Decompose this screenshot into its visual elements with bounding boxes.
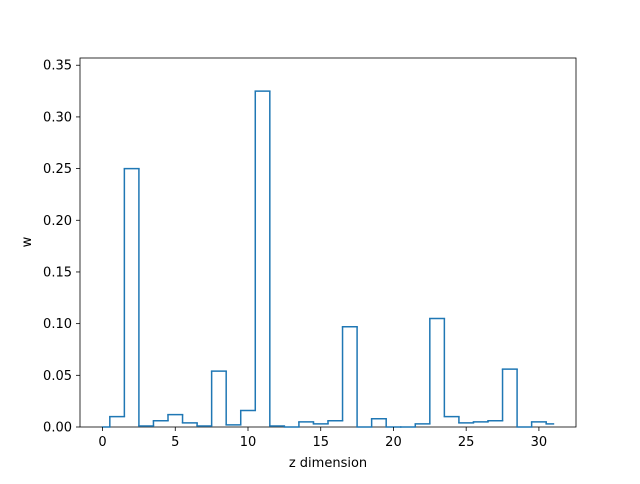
x-tick-label: 30 [531, 435, 548, 450]
y-tick-label: 0.10 [43, 317, 72, 332]
plot-area [101, 90, 555, 428]
x-tick-label: 20 [385, 435, 402, 450]
axes-frame [79, 57, 577, 428]
y-tick-label: 0.30 [43, 110, 72, 125]
x-tick-label: 5 [171, 435, 179, 450]
ticks: 0 5 10 15 20 25 30 0.00 0.05 0.10 0.15 0.20 0.25 0.30… [43, 59, 547, 450]
x-axis-label: z dimension [289, 456, 367, 471]
y-tick-label: 0.25 [43, 162, 72, 177]
x-tick-label: 15 [312, 435, 329, 450]
y-tick-label: 0.35 [43, 59, 72, 74]
y-tick-label: 0.20 [43, 214, 72, 229]
y-axis-label: w [20, 236, 35, 247]
x-tick-label: 0 [98, 435, 106, 450]
y-tick-label: 0.00 [43, 421, 72, 436]
y-tick-label: 0.05 [43, 369, 72, 384]
axes [79, 57, 577, 428]
y-tick-label: 0.15 [43, 265, 72, 280]
x-tick-label: 25 [458, 435, 475, 450]
x-tick-label: 10 [240, 435, 257, 450]
